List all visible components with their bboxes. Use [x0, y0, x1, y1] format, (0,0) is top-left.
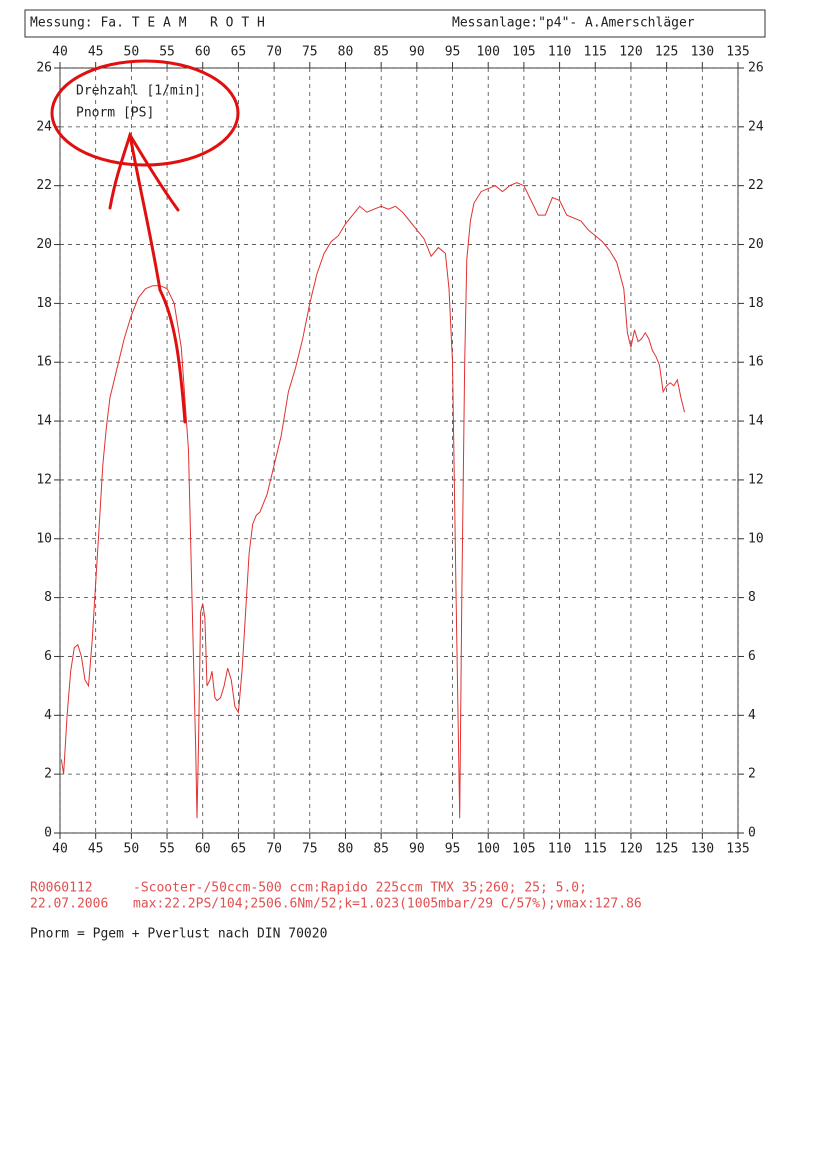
- x-tick-label: 75: [302, 842, 318, 857]
- y-tick-label: 26: [748, 61, 764, 76]
- plot-frame: [59, 67, 739, 834]
- header-box: [24, 9, 766, 38]
- x-tick-label: 60: [195, 45, 211, 60]
- y-tick-label: 16: [36, 355, 52, 370]
- y-tick-label: 14: [36, 414, 52, 429]
- y-tick-label: 18: [36, 296, 52, 311]
- x-tick-label: 80: [338, 45, 354, 60]
- y-tick-label: 20: [748, 237, 764, 252]
- x-tick-label: 55: [159, 842, 175, 857]
- x-tick-label: 40: [52, 842, 68, 857]
- x-tick-label: 80: [338, 842, 354, 857]
- x-tick-label: 110: [548, 842, 571, 857]
- x-axis-label: Drehzahl [1/min]: [76, 84, 201, 99]
- x-tick-label: 70: [266, 45, 282, 60]
- note: R0060112: [30, 881, 93, 896]
- x-tick-label: 50: [124, 45, 140, 60]
- x-tick-label: 70: [266, 842, 282, 857]
- y-tick-label: 12: [36, 472, 52, 487]
- x-tick-label: 105: [512, 45, 535, 60]
- x-tick-label: 50: [124, 842, 140, 857]
- y-tick-label: 8: [748, 590, 756, 605]
- legend-entry: Pnorm [PS]: [76, 106, 154, 121]
- y-tick-label: 2: [44, 767, 52, 782]
- y-tick-label: 14: [748, 414, 764, 429]
- x-tick-label: 90: [409, 45, 425, 60]
- annotation-arrow: [128, 133, 187, 424]
- x-tick-label: 130: [691, 842, 714, 857]
- x-tick-label: 45: [88, 842, 104, 857]
- header-right: Messanlage:"p4"- A.Amerschläger: [452, 16, 695, 31]
- x-tick-label: 135: [726, 45, 749, 60]
- note: 22.07.2006: [30, 897, 108, 912]
- y-tick-label: 6: [44, 649, 52, 664]
- y-tick-label: 0: [748, 826, 756, 841]
- y-tick-label: 4: [44, 708, 52, 723]
- y-tick-label: 22: [748, 178, 764, 193]
- x-tick-label: 135: [726, 842, 749, 857]
- y-tick-label: 26: [36, 61, 52, 76]
- x-tick-label: 90: [409, 842, 425, 857]
- y-tick-label: 16: [748, 355, 764, 370]
- y-tick-label: 22: [36, 178, 52, 193]
- note: -Scooter-/50ccm-500 ccm:Rapido 225ccm TM…: [133, 881, 587, 896]
- x-tick-label: 115: [584, 842, 607, 857]
- y-tick-label: 20: [36, 237, 52, 252]
- hand-annotation: [50, 59, 240, 424]
- y-tick-label: 8: [44, 590, 52, 605]
- y-tick-label: 10: [36, 531, 52, 546]
- x-tick-label: 100: [476, 842, 499, 857]
- x-tick-label: 100: [476, 45, 499, 60]
- y-tick-label: 18: [748, 296, 764, 311]
- x-tick-label: 120: [619, 842, 642, 857]
- x-tick-label: 85: [373, 842, 389, 857]
- x-tick-label: 110: [548, 45, 571, 60]
- header-left: Messung: Fa. T E A M R O T H: [30, 16, 265, 31]
- x-tick-label: 125: [655, 842, 678, 857]
- y-tick-label: 24: [748, 119, 764, 134]
- x-tick-label: 55: [159, 45, 175, 60]
- x-tick-label: 95: [445, 842, 461, 857]
- annotation-arrowhead: [108, 131, 180, 212]
- x-tick-label: 120: [619, 45, 642, 60]
- note: max:22.2PS/104;2506.6Nm/52;k=1.023(1005m…: [133, 897, 642, 912]
- y-tick-label: 24: [36, 119, 52, 134]
- y-tick-label: 0: [44, 826, 52, 841]
- annotation-circle: [50, 59, 240, 167]
- y-tick-label: 12: [748, 472, 764, 487]
- x-tick-label: 85: [373, 45, 389, 60]
- x-tick-label: 105: [512, 842, 535, 857]
- x-tick-label: 75: [302, 45, 318, 60]
- y-tick-label: 4: [748, 708, 756, 723]
- y-tick-label: 6: [748, 649, 756, 664]
- x-tick-label: 65: [231, 45, 247, 60]
- y-tick-label: 10: [748, 531, 764, 546]
- x-tick-label: 125: [655, 45, 678, 60]
- note: Pnorm = Pgem + Pverlust nach DIN 70020: [30, 927, 327, 942]
- data-line: [60, 182, 685, 819]
- y-tick-label: 2: [748, 767, 756, 782]
- x-tick-label: 65: [231, 842, 247, 857]
- x-tick-label: 45: [88, 45, 104, 60]
- x-tick-label: 95: [445, 45, 461, 60]
- x-tick-label: 130: [691, 45, 714, 60]
- x-tick-label: 60: [195, 842, 211, 857]
- x-tick-label: 115: [584, 45, 607, 60]
- x-tick-label: 40: [52, 45, 68, 60]
